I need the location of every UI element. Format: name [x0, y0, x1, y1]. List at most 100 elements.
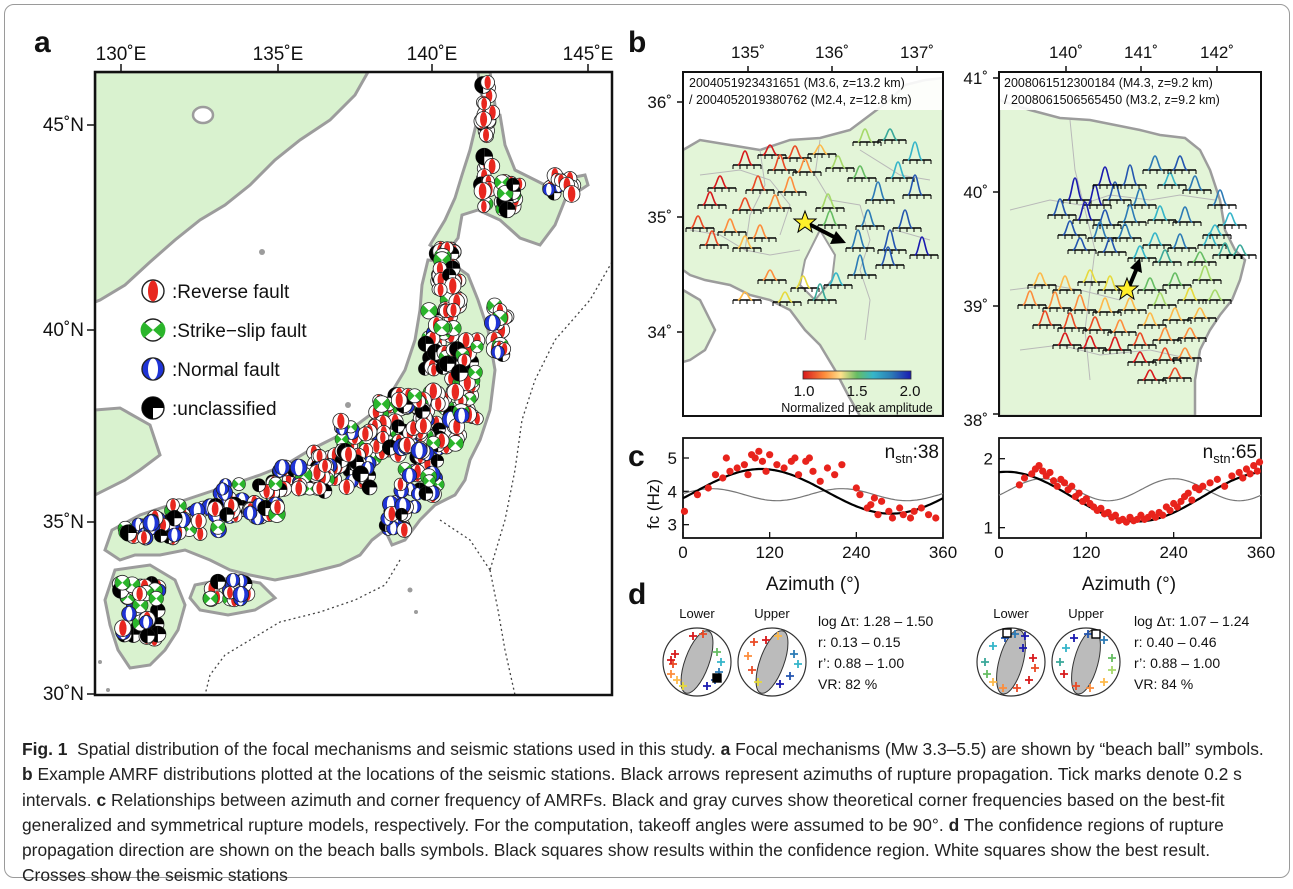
data-point-38: [1159, 511, 1167, 519]
br-station-45: [1187, 307, 1217, 322]
d-right-upper-label: Upper: [1068, 606, 1104, 621]
data-point-54: [1235, 468, 1243, 477]
beach-ball-535: [232, 586, 250, 603]
data-point-55: [1239, 474, 1247, 482]
bl-station-39: [732, 291, 762, 304]
data-point-7: [733, 464, 741, 472]
data-point-22: [805, 454, 813, 462]
data-point-57: [1246, 470, 1254, 478]
br-station-10: [1147, 205, 1177, 224]
station-cross-4: [981, 658, 989, 666]
bl-station-25: [855, 209, 885, 230]
data-point-33: [874, 511, 882, 519]
br-station-52: [1127, 351, 1157, 366]
beach-ball-533: [225, 572, 241, 588]
data-point-40: [1166, 506, 1174, 515]
station-cross-1: [1084, 630, 1092, 638]
station-cross-0: [671, 650, 679, 658]
lon-tick-br-0: 140˚: [1049, 43, 1083, 62]
br-station-53: [1152, 347, 1182, 364]
br-station-6: [1047, 198, 1077, 219]
beach-ball-159: [470, 340, 484, 354]
station-cross-7: [999, 684, 1007, 692]
beach-ball-215: [453, 407, 470, 424]
data-point-39: [906, 514, 915, 522]
bl-station-7: [792, 158, 822, 176]
beach-ball-404: [269, 499, 286, 515]
beach-ball-336: [340, 446, 357, 463]
beach-ball-450: [167, 527, 182, 543]
bl-station-37: [772, 291, 802, 306]
station-cross-5: [790, 650, 798, 658]
japan-map: [95, 72, 612, 695]
beach-ball-567: [114, 574, 131, 591]
chart-c-right-xlabel: Azimuth (°): [1082, 574, 1176, 595]
br-station-28: [1137, 277, 1167, 294]
bl-station-3: [852, 128, 882, 146]
beach-ball-321: [361, 479, 378, 496]
bl-station-21: [685, 215, 715, 232]
br-station-37: [1177, 287, 1207, 304]
lat-tick-a-2: 35˚N: [43, 512, 84, 533]
bl-station-5: [732, 150, 762, 169]
d-right-stat-1: r: 0.40 – 0.46: [1134, 634, 1217, 650]
beach-ball-569: [132, 586, 148, 602]
beach-ball-560: [132, 597, 149, 614]
map-b-left: [683, 72, 943, 416]
bl-station-38: [875, 246, 905, 269]
chart-c-ylabel: fc (Hz): [644, 479, 663, 529]
beach-ball-173: [467, 364, 483, 380]
event-bl-line1: 2004051923431651 (M3.6, z=13.2 km): [689, 76, 905, 90]
event-bl-line2: / 2004052019380762 (M2.4, z=12.8 km): [689, 93, 912, 107]
bl-station-36: [807, 283, 837, 304]
bl-station-33: [790, 275, 820, 292]
br-station-51: [1177, 327, 1207, 342]
br-station-36: [1147, 292, 1177, 309]
data-point-36: [888, 514, 897, 522]
br-station-30: [1192, 265, 1222, 284]
panel-label-d: d: [628, 578, 646, 611]
bl-station-20: [902, 174, 932, 199]
chart-c-left-xlabel: Azimuth (°): [766, 574, 860, 595]
data-point-0: [1015, 481, 1023, 489]
station-count-label: nstn:65: [1203, 442, 1257, 466]
data-point-14: [762, 467, 770, 475]
br-station-2: [1102, 181, 1132, 204]
y-tick-label-1: 4: [668, 482, 677, 501]
br-station-59: [1202, 224, 1232, 239]
bl-station-18: [815, 193, 845, 212]
data-point-46: [1188, 496, 1196, 504]
br-station-0: [1062, 177, 1092, 204]
data-point-9: [1053, 482, 1061, 490]
lat-tick-br-3: 38˚: [963, 411, 988, 430]
panel-d-beachballs: [662, 627, 1121, 697]
legend-unclassified-ball: [141, 396, 165, 420]
station-cross-3: [989, 642, 997, 650]
data-point-11: [751, 454, 759, 462]
data-point-17: [780, 464, 788, 472]
station-cross-8: [1060, 670, 1068, 678]
beach-ball-434: [207, 500, 224, 517]
data-point-20: [794, 471, 803, 479]
beach-ball-260: [407, 388, 423, 404]
station-cross-8: [776, 680, 784, 688]
beach-ball-402: [242, 505, 258, 521]
beach-ball-49: [506, 177, 520, 192]
bl-station-11: [745, 175, 775, 194]
beach-ball-390: [232, 477, 246, 491]
bl-station-13: [847, 165, 877, 182]
br-station-24: [1027, 272, 1057, 289]
bl-station-9: [902, 141, 932, 164]
bl-station-32: [757, 269, 787, 284]
station-cross-10: [1062, 644, 1070, 652]
br-station-50: [1152, 327, 1182, 344]
bl-station-34: [823, 272, 853, 289]
lat-tick-a-3: 30˚N: [43, 684, 84, 705]
caption-a-text: Focal mechanisms (Mw 3.3–5.5) are shown …: [735, 739, 1264, 759]
data-point-0: [680, 507, 689, 515]
x-tick-label-3: 360: [929, 543, 957, 562]
station-cross-7: [713, 648, 721, 656]
data-point-27: [838, 461, 846, 469]
station-cross-7: [786, 672, 794, 680]
station-cross-8: [1013, 684, 1021, 692]
